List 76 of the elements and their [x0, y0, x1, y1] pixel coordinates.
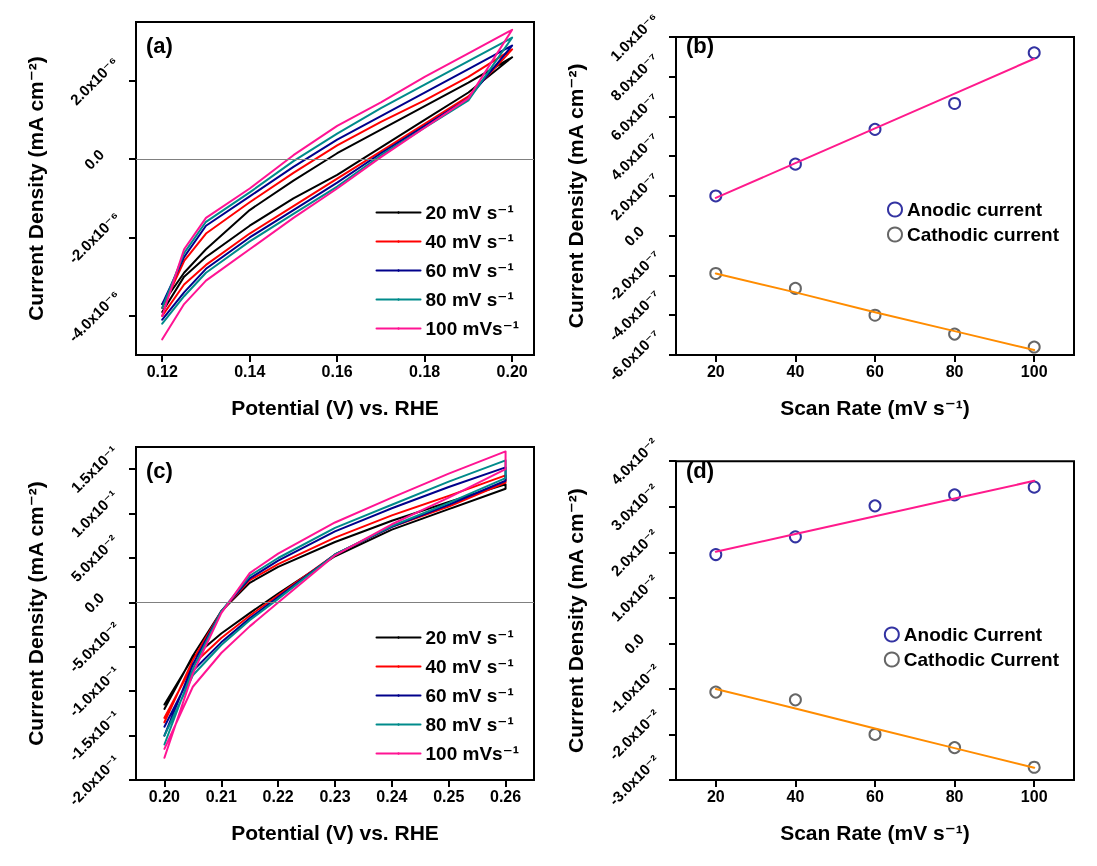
- point: [1027, 340, 1041, 354]
- x-tick-label: 60: [866, 787, 884, 805]
- legend-label: 80 mV s⁻¹: [425, 714, 514, 735]
- x-axis-title: Scan Rate (mV s⁻¹): [780, 396, 970, 419]
- point: [709, 548, 723, 562]
- legend-label: 40 mV s⁻¹: [425, 656, 514, 677]
- x-axis-title: Scan Rate (mV s⁻¹): [780, 821, 970, 844]
- x-tick-label: 0.24: [376, 787, 408, 805]
- line-series: [714, 57, 1036, 199]
- x-tick-label: 0.26: [490, 787, 522, 805]
- x-tick-label: 40: [786, 787, 805, 805]
- point: [788, 281, 802, 295]
- x-tick-label: 0.22: [262, 787, 294, 805]
- point: [868, 499, 882, 513]
- x-tick-label: 0.20: [148, 787, 181, 805]
- point: [709, 266, 723, 280]
- legend-label: 60 mV s⁻¹: [425, 685, 514, 706]
- x-tick-label: 0.18: [409, 362, 441, 380]
- x-tick-label: 20: [706, 362, 725, 380]
- legend-label: 80 mV s⁻¹: [425, 289, 514, 310]
- x-tick-label: 40: [786, 362, 805, 380]
- x-tick-label: 100: [1020, 787, 1048, 805]
- point: [948, 741, 962, 755]
- point: [788, 530, 802, 544]
- x-tick-label: 0.12: [146, 362, 178, 380]
- legend-label: Anodic current: [906, 199, 1043, 220]
- point: [948, 96, 962, 110]
- line-series: [714, 272, 1036, 352]
- x-tick-label: 0.14: [234, 362, 266, 380]
- point: [709, 189, 723, 203]
- y-tick-label: 0.0: [80, 589, 108, 616]
- point: [948, 488, 962, 502]
- point: [788, 157, 802, 171]
- legend-label: 40 mV s⁻¹: [425, 231, 514, 252]
- point: [1027, 46, 1041, 60]
- x-tick-label: 0.23: [319, 787, 351, 805]
- y-tick-label: 0.0: [80, 145, 108, 173]
- annotation: (b): [686, 32, 715, 58]
- point: [1027, 760, 1041, 774]
- line-series: [714, 687, 1036, 769]
- x-tick-label: 20: [706, 787, 725, 805]
- x-tick-label: 0.16: [321, 362, 353, 380]
- legend-label: Anodic Current: [903, 624, 1043, 645]
- legend-label: 100 mVs⁻¹: [425, 318, 520, 339]
- legend-label: Cathodic Current: [903, 649, 1060, 670]
- legend-label: Cathodic current: [906, 224, 1060, 245]
- y-axis-title: Current Density (mA cm⁻²): [564, 488, 587, 753]
- annotation: (c): [146, 457, 173, 483]
- x-tick-label: 80: [945, 787, 964, 805]
- point: [1027, 480, 1041, 494]
- point: [788, 693, 802, 707]
- point: [868, 308, 882, 322]
- x-axis-title: Potential (V) vs. RHE: [231, 821, 439, 844]
- x-tick-label: 100: [1020, 362, 1048, 380]
- point: [868, 727, 882, 741]
- y-axis-title: Current Density (mA cm⁻²): [564, 63, 587, 329]
- y-tick-label: 0.0: [620, 222, 648, 250]
- legend-label: 60 mV s⁻¹: [425, 260, 514, 281]
- point: [868, 122, 882, 136]
- legend-label: 100 mVs⁻¹: [425, 743, 520, 764]
- x-tick-label: 80: [945, 362, 964, 380]
- point: [709, 685, 723, 699]
- legend-label: 20 mV s⁻¹: [425, 627, 514, 648]
- annotation: (d): [686, 457, 715, 483]
- y-tick-label: 0.0: [620, 630, 648, 657]
- x-tick-label: 60: [866, 362, 884, 380]
- legend-label: 20 mV s⁻¹: [425, 202, 514, 223]
- annotation: (a): [146, 32, 173, 58]
- line-series: [714, 479, 1036, 553]
- x-axis-title: Potential (V) vs. RHE: [231, 396, 439, 419]
- y-axis-title: Current Density (mA cm⁻²): [24, 481, 47, 746]
- y-axis-title: Current Density (mA cm⁻²): [24, 56, 47, 321]
- x-tick-label: 0.25: [433, 787, 465, 805]
- x-tick-label: 0.21: [205, 787, 237, 805]
- x-tick-label: 0.20: [496, 362, 528, 380]
- point: [948, 327, 962, 341]
